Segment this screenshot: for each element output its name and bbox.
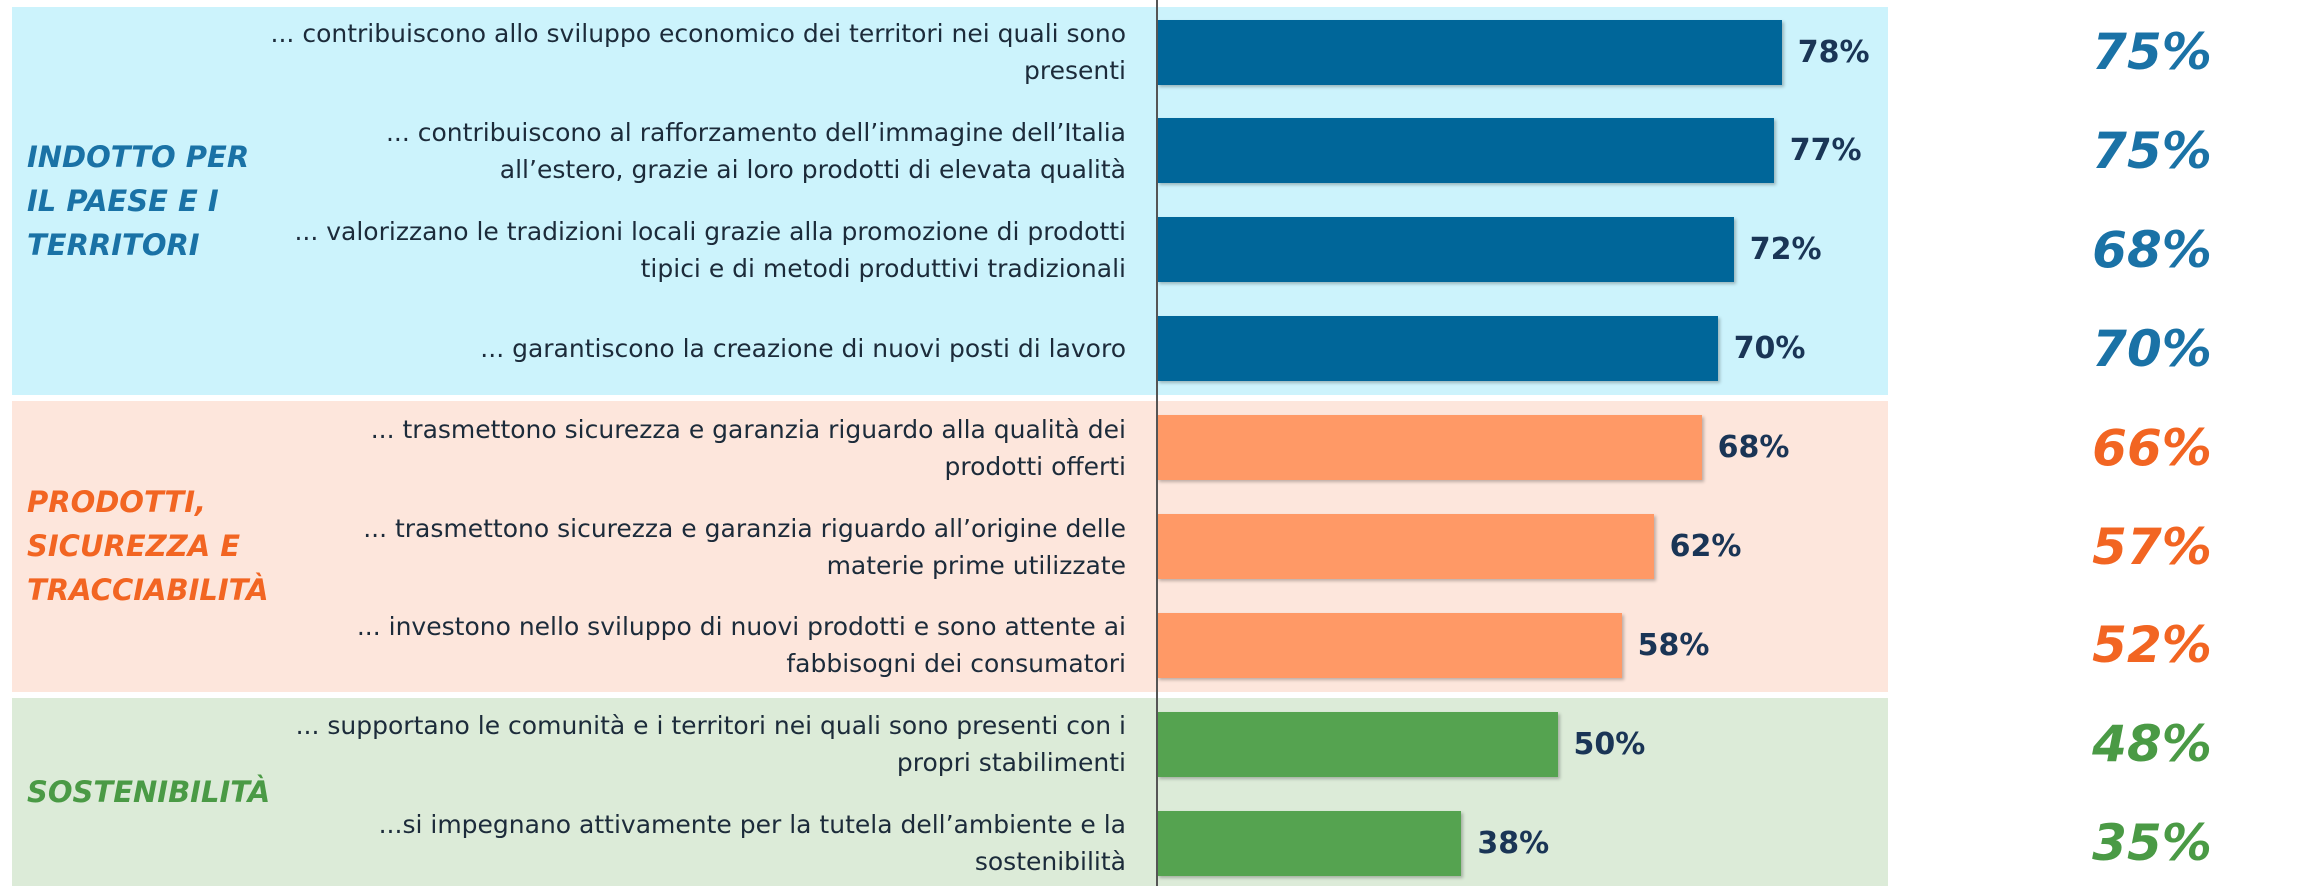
value-label: 38% [1477, 825, 1550, 861]
group-label: INDOTTO PER IL PAESE E I TERRITORI [27, 140, 250, 263]
compare-label: 68% [2092, 220, 2212, 279]
compare-label: 70% [2092, 319, 2212, 378]
category-label: ... investono nello sviluppo di nuovi pr… [356, 612, 1126, 679]
axis-line [1156, 0, 1158, 886]
value-label: 50% [1573, 726, 1646, 762]
category-label: ... contribuiscono allo sviluppo economi… [270, 19, 1126, 85]
bar [1157, 415, 1702, 481]
value-label: 62% [1669, 529, 1742, 564]
bar [1157, 118, 1774, 184]
category-label: ... contribuiscono al rafforzamento dell… [385, 117, 1126, 184]
value-label: 72% [1749, 232, 1822, 268]
category-label: ... garantiscono la creazione di nuovi p… [480, 334, 1126, 364]
bar [1157, 810, 1462, 876]
bar [1157, 612, 1622, 678]
compare-label: 52% [2092, 616, 2212, 675]
bar [1157, 19, 1782, 85]
bar [1157, 514, 1654, 579]
compare-label: 66% [2092, 418, 2212, 477]
group-label: SOSTENIBILITÀ [27, 774, 271, 809]
group-background [12, 697, 1888, 886]
group-label: PRODOTTI, SICUREZZA E TRACCIABILITÀ [27, 485, 269, 608]
compare-label: 57% [2092, 517, 2212, 576]
category-label: ... valorizzano le tradizioni locali gra… [294, 216, 1126, 283]
value-label: 58% [1637, 627, 1710, 663]
bar [1157, 316, 1718, 382]
value-label: 78% [1797, 34, 1870, 70]
category-label: ... trasmettono sicurezza e garanzia rig… [370, 414, 1126, 481]
bar [1157, 711, 1558, 777]
category-label: ...si impegnano attivamente per la tutel… [378, 810, 1126, 877]
category-label: ... supportano le comunità e i territori… [295, 711, 1126, 778]
category-label: ... trasmettono sicurezza e garanzia rig… [363, 513, 1126, 580]
compare-label: 48% [2092, 715, 2212, 774]
bar [1157, 217, 1734, 283]
compare-label: 75% [2092, 121, 2212, 180]
value-label: 68% [1717, 430, 1790, 466]
value-label: 70% [1733, 331, 1806, 367]
compare-label: 35% [2092, 814, 2212, 873]
compare-label: 75% [2092, 23, 2212, 81]
value-label: 77% [1789, 133, 1862, 169]
